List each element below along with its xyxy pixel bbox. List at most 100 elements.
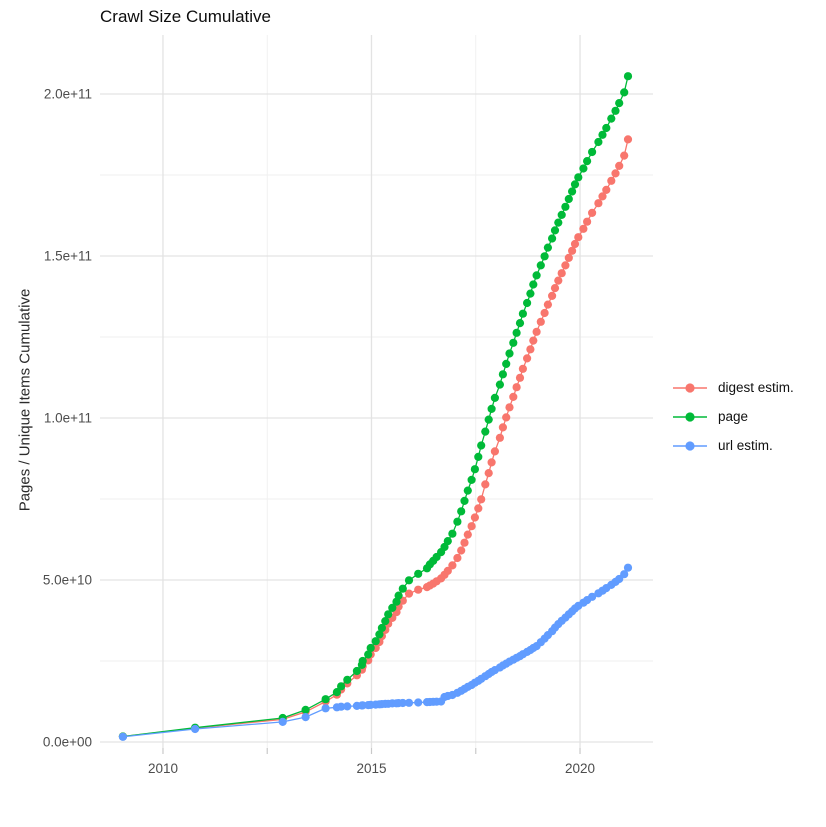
data-point xyxy=(490,393,499,402)
data-point xyxy=(615,161,624,170)
x-tick-label: 2015 xyxy=(356,761,387,776)
data-point xyxy=(529,280,538,289)
data-point xyxy=(457,507,466,516)
data-point xyxy=(526,289,535,298)
data-point xyxy=(512,328,521,337)
data-point xyxy=(470,465,479,474)
gridlines-minor xyxy=(100,35,653,748)
data-point xyxy=(515,319,525,328)
data-point xyxy=(481,427,490,436)
data-point xyxy=(564,253,573,262)
data-point xyxy=(278,717,287,727)
data-point xyxy=(467,475,476,484)
data-point xyxy=(518,364,528,373)
data-point xyxy=(484,415,493,424)
data-point xyxy=(579,164,588,173)
x-tick-label: 2010 xyxy=(147,761,178,776)
y-axis-title: Pages / Unique Items Cumulative xyxy=(16,288,34,512)
data-point xyxy=(554,218,563,227)
legend-label: page xyxy=(718,409,749,424)
data-point xyxy=(583,217,592,226)
legend-label: digest estim. xyxy=(718,380,794,395)
data-point xyxy=(543,243,553,252)
data-point xyxy=(515,373,525,382)
y-tick-label: 5.0e+10 xyxy=(42,572,92,588)
data-point xyxy=(505,349,514,358)
data-point xyxy=(443,566,452,576)
data-point xyxy=(377,623,386,633)
data-point xyxy=(414,585,423,594)
data-point xyxy=(484,469,493,478)
data-point xyxy=(371,637,380,646)
data-point xyxy=(487,404,496,413)
legend-item-url-estim: url estim. xyxy=(672,436,794,455)
data-point xyxy=(404,698,414,707)
data-point xyxy=(620,151,629,160)
data-point xyxy=(623,563,633,572)
data-point xyxy=(394,591,403,600)
x-tick-label: 2020 xyxy=(564,761,596,776)
data-point xyxy=(611,169,620,178)
data-point xyxy=(570,180,580,189)
y-tick-label: 1.5e+11 xyxy=(43,248,92,264)
data-point xyxy=(564,194,573,204)
data-point xyxy=(381,617,390,626)
data-point xyxy=(620,570,629,579)
data-point xyxy=(529,336,538,345)
data-point xyxy=(561,202,570,211)
data-point xyxy=(477,441,486,450)
data-point xyxy=(448,529,457,538)
data-point xyxy=(398,584,407,593)
series-page xyxy=(118,72,633,741)
data-point xyxy=(602,123,611,133)
data-point xyxy=(453,553,462,563)
data-point xyxy=(384,610,393,619)
data-point xyxy=(364,650,373,659)
data-point xyxy=(588,208,597,217)
data-point xyxy=(594,199,603,208)
data-point xyxy=(453,517,462,526)
data-point xyxy=(404,589,414,598)
data-point xyxy=(366,643,375,653)
data-point xyxy=(512,383,521,392)
series-url-estim xyxy=(118,563,633,741)
legend-label: url estim. xyxy=(718,438,773,453)
data-point xyxy=(398,698,407,708)
data-point xyxy=(623,72,633,81)
data-point xyxy=(352,666,361,676)
legend-key-page-icon xyxy=(673,411,707,422)
data-point xyxy=(470,513,479,522)
data-point xyxy=(532,271,541,280)
data-point xyxy=(561,261,570,270)
data-point xyxy=(536,317,545,326)
data-point xyxy=(623,135,633,144)
data-point xyxy=(568,246,577,255)
data-point xyxy=(543,300,553,309)
data-point xyxy=(620,88,629,97)
data-point xyxy=(594,137,603,147)
legend-key-url-icon xyxy=(673,440,707,451)
data-point xyxy=(502,413,511,422)
data-point xyxy=(474,504,483,513)
data-point xyxy=(404,576,414,585)
data-point xyxy=(526,345,535,354)
y-tick-label: 0.0e+00 xyxy=(42,734,92,750)
data-point xyxy=(523,354,532,363)
data-point xyxy=(607,114,616,123)
data-point xyxy=(583,157,592,166)
data-point xyxy=(414,569,423,578)
data-point xyxy=(509,338,518,347)
data-point xyxy=(495,433,504,442)
data-point xyxy=(611,106,620,115)
data-point xyxy=(540,252,549,261)
data-point xyxy=(467,522,476,531)
legend-key-digest-icon xyxy=(673,382,707,393)
data-point xyxy=(375,630,384,639)
data-point xyxy=(463,486,472,495)
data-point xyxy=(523,298,532,308)
data-point xyxy=(481,480,490,489)
data-point xyxy=(498,423,507,432)
data-point xyxy=(487,458,496,467)
